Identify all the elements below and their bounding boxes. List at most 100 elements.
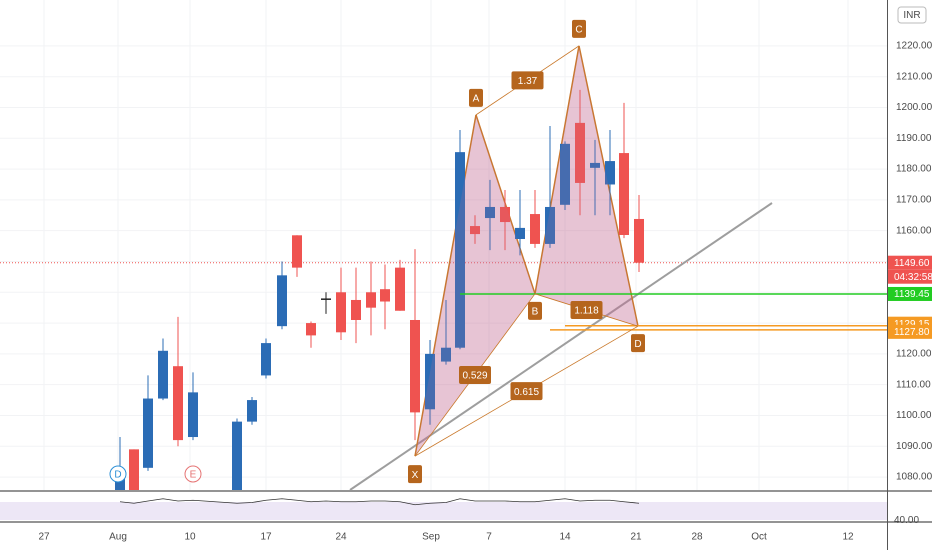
event-label: D <box>114 470 121 481</box>
candle-body <box>380 289 390 302</box>
candle-body <box>619 153 629 235</box>
candle-body <box>158 350 168 399</box>
price-tag-label: 1139.45 <box>894 289 930 300</box>
plot <box>0 45 887 490</box>
price-tag-label: 1149.60 <box>894 258 930 269</box>
ratio-label: 1.37 <box>518 76 538 87</box>
candle-body <box>336 292 346 333</box>
candle-body <box>306 323 316 336</box>
rsi-tick-label: 40.00 <box>894 515 919 526</box>
point-box <box>408 465 422 484</box>
y-tick-label: 1100.00 <box>896 410 932 421</box>
y-tick-label: 1200.00 <box>896 102 932 113</box>
y-tick-label: 1120.00 <box>896 349 932 360</box>
event-marker[interactable] <box>109 465 127 483</box>
ratio-box <box>511 71 544 90</box>
candle-body <box>366 292 376 308</box>
trend-line <box>349 202 773 490</box>
candle-body <box>188 392 198 438</box>
point-label: D <box>634 339 641 350</box>
price-tag-label: 1129.15 <box>894 319 930 330</box>
rsi-line <box>119 498 640 506</box>
point-label: X <box>412 470 419 481</box>
x-tick-label: 27 <box>38 532 50 543</box>
y-tick-label: 1090.00 <box>896 441 932 452</box>
candle-body <box>470 226 480 235</box>
candle-body <box>292 235 302 268</box>
y-tick-label: 1190.00 <box>896 133 932 144</box>
x-tick-label: Aug <box>109 532 127 543</box>
ratio-label: 0.615 <box>514 387 539 398</box>
candle-body <box>441 347 451 362</box>
point-label: A <box>473 94 480 105</box>
pattern-bcd-overlay <box>535 45 638 327</box>
axes: 1080.001090.001100.001110.001120.001130.… <box>38 0 932 550</box>
event-marker[interactable] <box>184 465 202 483</box>
candle-body <box>485 206 495 219</box>
point-box <box>572 19 586 38</box>
y-tick-label: 1180.00 <box>896 164 932 175</box>
x-tick-label: Sep <box>422 532 440 543</box>
pattern-xab <box>415 114 535 457</box>
y-tick-label: 1170.00 <box>896 195 932 206</box>
rsi-band <box>0 502 887 520</box>
point-box <box>631 334 645 353</box>
ratio-label: 0.529 <box>462 371 487 382</box>
price-tag <box>888 255 932 270</box>
y-tick-label: 1210.00 <box>896 71 932 82</box>
point-label: C <box>575 25 582 36</box>
y-tick-label: 1080.00 <box>896 472 932 483</box>
candle-body <box>500 206 510 223</box>
price-tag <box>888 324 932 339</box>
point-box <box>469 88 483 107</box>
price-tag-label: 04:32:58 <box>894 272 932 283</box>
rsi-panel <box>0 490 932 523</box>
y-tick-label: 1110.00 <box>896 379 931 390</box>
x-tick-label: 24 <box>335 532 347 543</box>
point-box <box>528 301 542 320</box>
candle-body <box>143 398 153 468</box>
x-tick-label: 17 <box>260 532 272 543</box>
ratio-box <box>459 365 491 384</box>
candle-body <box>261 343 271 376</box>
pattern-bcd <box>535 45 638 327</box>
candle-body <box>455 152 465 348</box>
candle-body <box>605 161 615 185</box>
candle-body <box>232 421 242 490</box>
currency-label: INR <box>903 10 920 21</box>
candle-body <box>425 353 435 410</box>
candle-body <box>590 162 600 168</box>
candle-body <box>395 267 405 311</box>
price-tag <box>888 269 932 284</box>
candle-body <box>351 299 361 320</box>
candle-body <box>173 366 183 441</box>
x-tick-label: 7 <box>486 532 492 543</box>
candle-body <box>247 400 257 422</box>
x-tick-label: 14 <box>559 532 571 543</box>
point-label: B <box>532 306 539 317</box>
x-tick-label: 28 <box>691 532 703 543</box>
candle-body <box>575 122 585 183</box>
y-tick-label: 1220.00 <box>896 41 932 52</box>
candle-body <box>560 143 570 205</box>
x-tick-label: 21 <box>630 532 642 543</box>
candle-body <box>277 275 287 327</box>
ratio-box <box>570 300 603 319</box>
candle-body <box>515 227 525 239</box>
candle-body <box>115 477 125 490</box>
ratio-box <box>510 382 543 401</box>
x-tick-label: 12 <box>842 532 854 543</box>
x-tick-label: 10 <box>184 532 196 543</box>
pattern-leg <box>534 45 580 294</box>
pattern-xab-overlay <box>415 114 535 457</box>
price-tag <box>888 286 932 301</box>
price-tag-label: 1127.80 <box>894 327 930 338</box>
candle-body <box>634 218 644 263</box>
candle-body <box>129 449 139 490</box>
pattern-leg <box>578 45 639 327</box>
y-tick-label: 1160.00 <box>896 225 932 236</box>
event-label: E <box>190 470 197 481</box>
